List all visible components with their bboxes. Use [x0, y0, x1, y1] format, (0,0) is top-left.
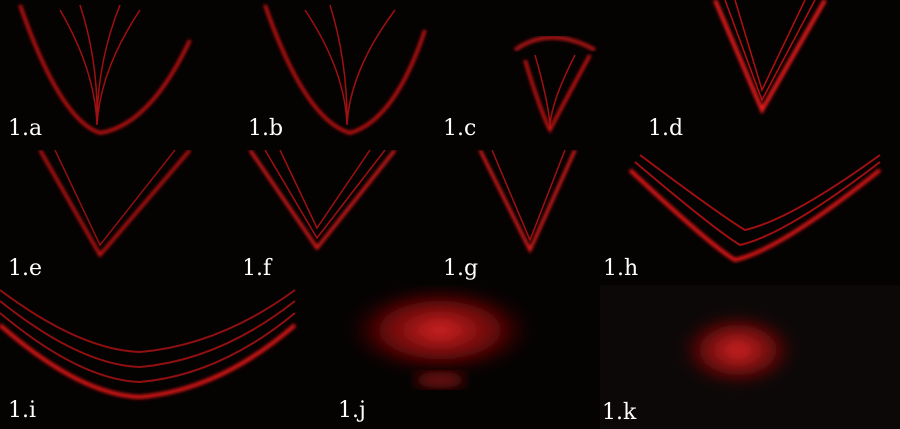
panel-1c: 1.c: [430, 0, 630, 150]
panel-1j: 1.j: [300, 285, 600, 429]
panel-1e: 1.e: [0, 150, 245, 285]
caustic-image: [628, 154, 882, 263]
panel-1h: 1.h: [590, 150, 900, 285]
panel-1f: 1.f: [245, 150, 430, 285]
panel-1i: 1.i: [0, 285, 300, 429]
panel-label: 1.i: [8, 398, 37, 423]
panel-1k: 1.k: [600, 285, 900, 429]
caustic-image: [345, 285, 535, 388]
panel-1b: 1.b: [235, 0, 430, 150]
panel-label: 1.j: [338, 398, 366, 423]
panel-label: 1.h: [603, 256, 639, 281]
caustic-image: [678, 312, 798, 388]
panel-1g: 1.g: [430, 150, 590, 285]
caustic-image: [713, 0, 827, 115]
caustic-image: [263, 4, 427, 135]
panel-label: 1.c: [443, 116, 477, 141]
panel-1d: 1.d: [630, 0, 900, 150]
panel-label: 1.e: [8, 256, 43, 281]
panel-label: 1.a: [8, 116, 43, 141]
panel-label: 1.f: [245, 256, 272, 281]
caustic-image: [0, 289, 297, 400]
caustic-image: [248, 150, 397, 251]
panel-label: 1.k: [602, 400, 637, 425]
caustic-image: [478, 150, 577, 254]
caustic-image: [18, 4, 192, 135]
panel-1a: 1.a: [0, 0, 235, 150]
caustic-image: [38, 150, 192, 258]
panel-label: 1.g: [443, 256, 479, 281]
caustic-image: [513, 35, 596, 134]
panel-label: 1.d: [648, 116, 684, 141]
panel-label: 1.b: [248, 116, 284, 141]
